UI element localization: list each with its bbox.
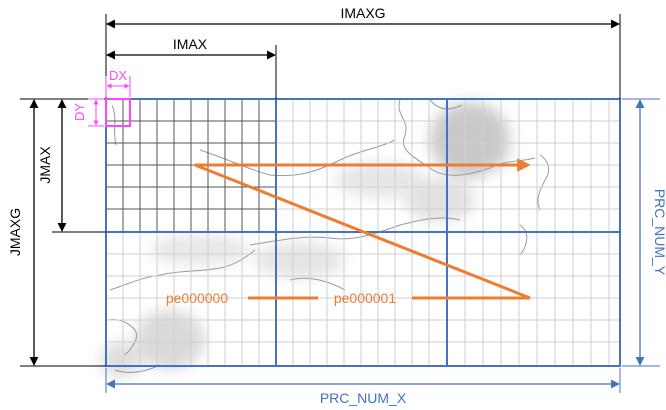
- grid-cell-dx-dy: DX DY: [72, 68, 131, 127]
- jmax-dimension: JMAX: [37, 99, 67, 232]
- terrain-shading: [100, 102, 510, 378]
- imaxg-dimension: IMAXG: [106, 5, 620, 29]
- imax-dimension: IMAX: [106, 36, 276, 60]
- global-grid: [106, 99, 620, 366]
- jmax-label: JMAX: [37, 146, 53, 184]
- prc-num-x-dimension: PRC_NUM_X: [105, 368, 621, 406]
- prc-num-y-label: PRC_NUM_Y: [652, 189, 666, 276]
- prc-num-y-dimension: PRC_NUM_Y: [622, 98, 666, 367]
- coastline: [107, 99, 550, 373]
- jmaxg-label: JMAXG: [7, 208, 23, 256]
- highlighted-cell: [105, 98, 131, 127]
- dx-label: DX: [109, 68, 127, 83]
- dimension-guides: [20, 14, 621, 367]
- imaxg-label: IMAXG: [340, 5, 385, 21]
- imax-label: IMAX: [173, 36, 208, 52]
- dy-label: DY: [72, 103, 87, 121]
- jmaxg-dimension: JMAXG: [7, 99, 39, 366]
- prc-num-x-label: PRC_NUM_X: [320, 390, 407, 406]
- process-label-pe000001: pe000001: [334, 290, 397, 306]
- process-label-pe000000: pe000000: [166, 290, 229, 306]
- process-order-path: [194, 158, 531, 300]
